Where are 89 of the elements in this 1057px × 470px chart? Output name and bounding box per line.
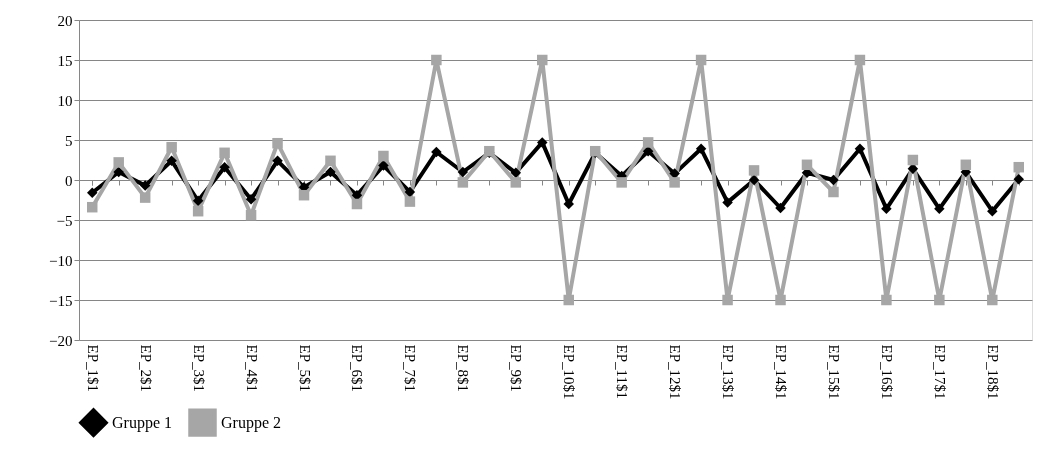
point [378,150,389,162]
x-tick-label: EP_4$1 [243,344,260,393]
point [272,137,283,149]
point [192,205,204,217]
y-tick-label: −15 [49,292,73,309]
point [537,54,548,66]
point [828,174,839,186]
point [669,177,680,188]
point [563,198,574,210]
y-tick-label: −5 [56,212,73,229]
point [351,198,363,210]
point [1013,161,1025,173]
point [166,141,177,153]
point [325,166,336,178]
point [219,147,230,159]
point [404,196,416,207]
point [934,294,945,306]
point [510,167,522,179]
point [775,202,786,214]
y-tick-label: −20 [49,332,73,349]
point [748,174,760,186]
x-tick-label: EP_15$1 [825,344,842,400]
x-tick-label: EP_12$1 [667,344,684,400]
y-tick-label: 10 [57,92,73,109]
x-tick-label: EP_9$1 [508,344,525,393]
x-tick-label: EP_5$1 [296,344,313,393]
x-tick-label: EP_16$1 [878,344,895,400]
point [166,155,177,167]
point [457,177,469,188]
point [245,193,257,205]
x-tick-label: EP_6$1 [349,344,366,393]
point [139,180,151,191]
x-tick-label: EP_7$1 [402,344,419,393]
point [139,192,151,203]
point [510,177,522,188]
x-tick-label: EP_1$1 [84,344,101,393]
point [775,294,786,306]
x-tick-label: EP_2$1 [137,344,154,393]
point [86,187,98,199]
x-tick-label: EP_14$1 [773,344,790,400]
x-tick-label: EP_8$1 [455,344,472,393]
point [960,159,972,171]
point [457,166,469,178]
point [669,168,680,179]
point [113,157,124,168]
point [245,209,257,221]
point [881,203,892,215]
point [404,186,416,198]
x-tick-label: EP_11$1 [614,344,631,399]
point [748,165,760,176]
point [325,155,336,167]
point [431,54,442,66]
point [192,195,204,207]
point [537,137,548,148]
point [378,160,389,171]
point [695,54,707,66]
point [854,54,866,66]
y-tick-label: 15 [57,52,73,69]
point [934,203,945,215]
legend-label: Gruppe 2 [221,413,281,432]
point [563,294,574,306]
point [272,155,283,167]
point [616,177,627,188]
point [642,137,654,148]
point [881,294,892,306]
point [987,205,998,217]
y-tick-label: −10 [49,252,73,269]
point [86,201,98,213]
point [828,186,839,198]
x-tick-label: EP_18$1 [984,344,1001,400]
legend-label: Gruppe 1 [112,413,172,432]
y-tick-label: 20 [57,12,73,29]
point [431,146,442,158]
point [987,294,998,306]
point [695,143,707,155]
x-tick-label: EP_10$1 [561,344,578,400]
x-tick-label: EP_3$1 [190,344,207,393]
point [907,154,919,166]
point [801,159,813,171]
point [1013,173,1025,185]
y-tick-label: 5 [65,132,73,149]
x-tick-label: EP_13$1 [720,344,737,400]
point [722,294,733,306]
y-tick-label: 0 [65,172,73,189]
point [298,189,310,201]
point [854,143,866,155]
point [219,161,230,173]
x-tick-label: EP_17$1 [931,344,948,400]
point [722,197,733,208]
